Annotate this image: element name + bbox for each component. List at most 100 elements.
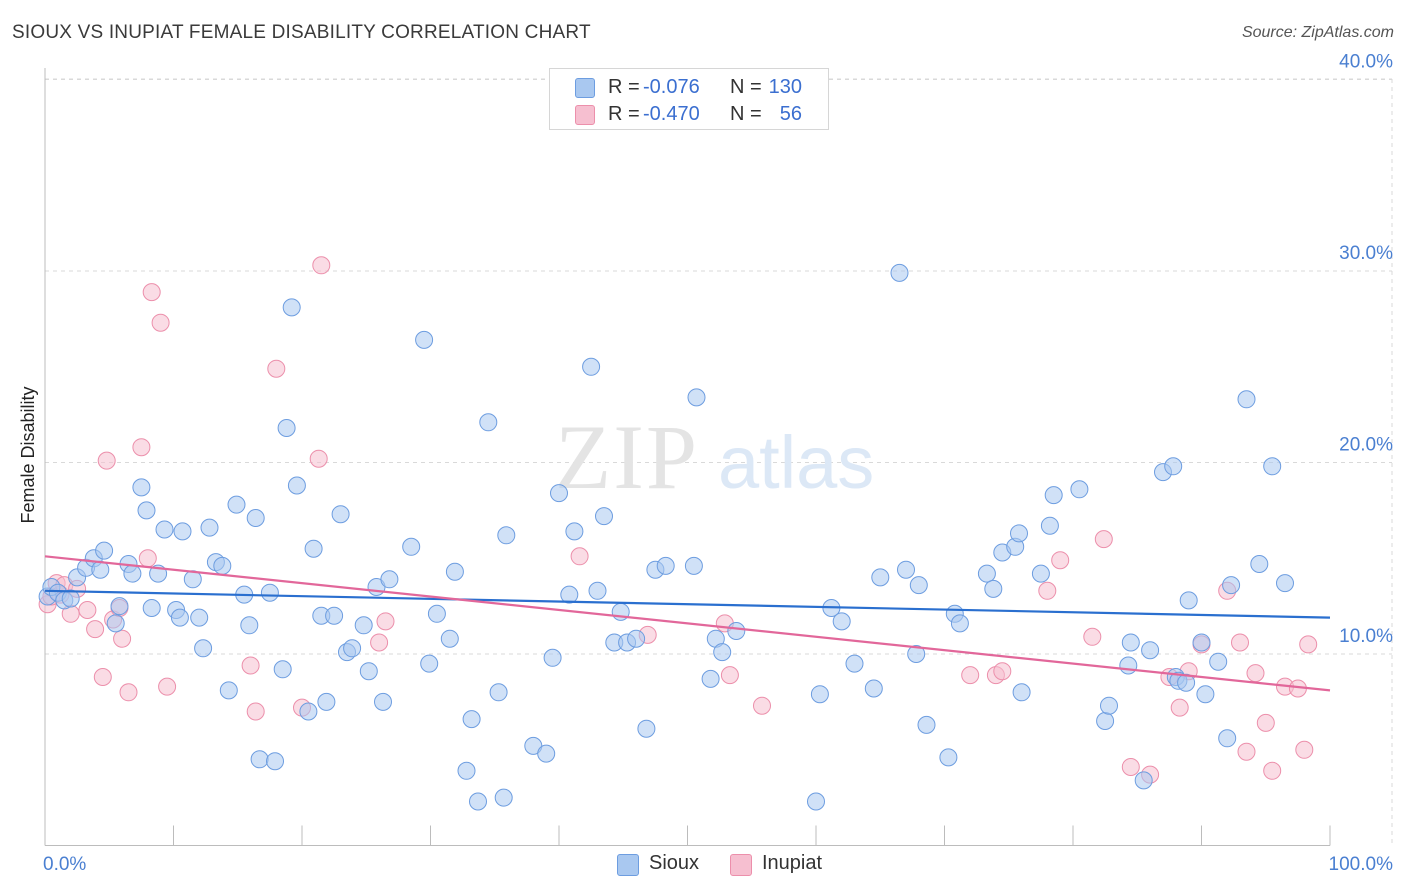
sioux-point-14 (132, 478, 151, 497)
inupiat-point-31 (720, 666, 739, 685)
y-tick-label-0: 10.0% (1339, 626, 1393, 647)
sioux-trend-line (44, 589, 1331, 619)
inupiat-trend-line (44, 555, 1331, 692)
inupiat-point-22 (267, 359, 286, 378)
sioux-point-79 (637, 719, 656, 738)
sioux-point-52 (380, 570, 399, 589)
y-tick-label-2: 30.0% (1339, 243, 1393, 264)
sioux-point-33 (250, 750, 269, 769)
sioux-point-109 (1031, 564, 1050, 583)
sioux-point-34 (260, 583, 279, 602)
sioux-point-118 (1141, 641, 1160, 660)
sioux-point-65 (497, 526, 516, 545)
sioux-point-133 (1276, 574, 1294, 593)
legend-row-sioux: R = -0.076 N = 130 (550, 74, 828, 100)
inupiat-point-54 (1295, 740, 1314, 759)
sioux-point-59 (457, 761, 476, 780)
sioux-point-38 (282, 298, 301, 317)
sioux-point-84 (701, 669, 720, 688)
sioux-point-98 (909, 576, 928, 595)
sioux-point-89 (810, 685, 829, 704)
watermark-zip: ZIP (555, 406, 699, 508)
y-axis-label: Female Disability (18, 386, 38, 523)
sioux-point-23 (190, 608, 209, 627)
sioux-point-117 (1134, 771, 1153, 790)
sioux-point-16 (142, 599, 161, 617)
sioux-point-81 (656, 556, 675, 575)
tick-labels: 10.0% 20.0% 30.0% 40.0% 0.0% 100.0% (43, 52, 1393, 876)
sioux-point-47 (343, 639, 362, 658)
sioux-point-73 (588, 581, 607, 600)
y-tick-label-3: 40.0% (1339, 52, 1393, 73)
sioux-point-104 (984, 579, 1003, 598)
sioux-point-68 (543, 648, 562, 667)
sioux-point-128 (1218, 729, 1237, 748)
sioux-point-132 (1263, 457, 1282, 476)
sioux-point-88 (807, 792, 825, 811)
sioux-point-110 (1040, 516, 1059, 535)
series-legend: Sioux Inupiat (0, 852, 1406, 880)
inupiat-point-27 (376, 612, 395, 631)
sioux-point-83 (687, 388, 706, 407)
sioux-point-86 (713, 643, 732, 662)
sioux-point-103 (977, 564, 996, 583)
n-value: 56 (779, 103, 802, 125)
inupiat-point-14 (119, 683, 138, 702)
chart-title: SIOUX VS INUPIAT FEMALE DISABILITY CORRE… (12, 22, 591, 43)
sioux-point-123 (1177, 673, 1196, 692)
legend-row-inupiat: R = -0.470 N = 56 (550, 101, 828, 127)
inupiat-point-16 (138, 549, 157, 568)
x-tick-label-0: 0.0% (43, 854, 86, 875)
sioux-point-35 (266, 752, 284, 771)
sioux-point-10 (106, 614, 125, 633)
sioux-point-82 (684, 556, 703, 575)
sioux-point-55 (420, 654, 439, 673)
y-tick-label-1: 20.0% (1339, 435, 1393, 456)
inupiat-point-55 (1299, 635, 1318, 654)
sioux-point-70 (560, 585, 579, 604)
n-value: 130 (768, 76, 802, 98)
sioux-point-28 (219, 681, 238, 700)
sioux-point-44 (325, 606, 344, 625)
inupiat-series (38, 256, 1318, 784)
sioux-point-111 (1044, 486, 1063, 505)
inupiat-point-33 (961, 666, 980, 685)
x-tick-label-1: 100.0% (1329, 854, 1394, 875)
sioux-point-37 (277, 419, 296, 437)
sioux-point-100 (939, 748, 958, 767)
sioux-point-43 (317, 692, 336, 711)
inupiat-point-39 (1094, 530, 1113, 549)
sioux-point-4 (61, 589, 80, 608)
inupiat-point-21 (246, 702, 265, 721)
sioux-point-24 (194, 639, 213, 658)
sioux-point-127 (1209, 652, 1228, 671)
sioux-point-125 (1192, 633, 1211, 652)
sioux-point-113 (1096, 712, 1115, 730)
sioux-point-57 (440, 629, 459, 648)
inupiat-swatch (730, 854, 752, 876)
sioux-point-11 (110, 597, 129, 616)
sioux-point-39 (287, 476, 306, 495)
axes (44, 68, 1331, 846)
sioux-point-32 (246, 509, 265, 527)
sioux-point-21 (173, 522, 192, 541)
sioux-point-41 (304, 539, 323, 558)
inupiat-point-40 (1121, 758, 1140, 776)
sioux-point-61 (469, 792, 487, 811)
sioux-point-130 (1237, 390, 1256, 409)
sioux-point-29 (227, 495, 246, 514)
sioux-point-92 (845, 654, 864, 673)
inupiat-point-35 (993, 662, 1012, 681)
sioux-point-107 (1010, 524, 1028, 543)
sioux-point-124 (1179, 591, 1198, 610)
sioux-swatch (575, 78, 595, 98)
sioux-point-116 (1121, 633, 1140, 652)
sioux-point-97 (907, 645, 926, 663)
sioux-point-102 (950, 614, 969, 633)
r-value: -0.470 (643, 103, 700, 125)
inupiat-point-48 (1237, 742, 1256, 761)
sioux-point-9 (95, 541, 114, 560)
sioux-point-54 (415, 330, 434, 349)
inupiat-point-37 (1051, 551, 1070, 570)
